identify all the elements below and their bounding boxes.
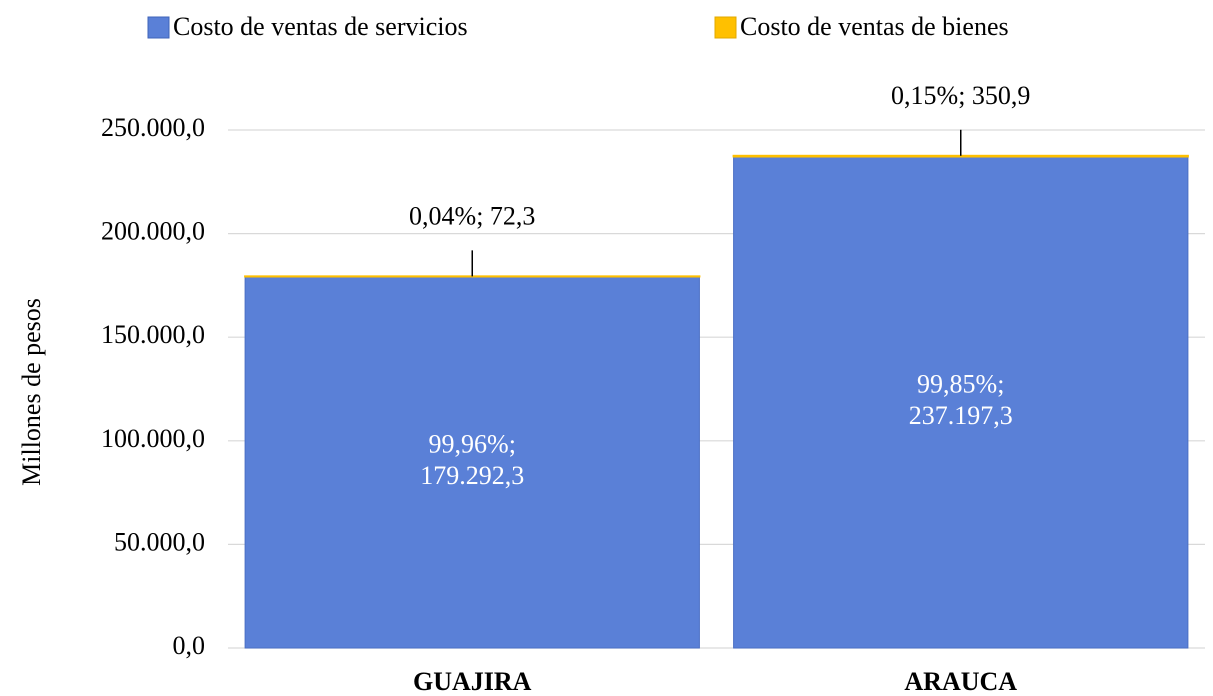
y-tick-label: 150.000,0 xyxy=(101,320,205,349)
bar-segment xyxy=(732,154,1189,158)
legend-swatch xyxy=(714,16,737,39)
y-tick-label: 250.000,0 xyxy=(101,113,205,142)
data-label: 99,96%; 179.292,3 xyxy=(420,430,524,490)
data-label: 0,04%; 72,3 xyxy=(409,201,535,230)
data-label: 99,85%; 237.197,3 xyxy=(909,370,1013,430)
y-tick-label: 0,0 xyxy=(173,631,206,660)
legend-swatch xyxy=(147,16,170,39)
bar-segment xyxy=(733,156,1189,649)
y-tick-label: 200.000,0 xyxy=(101,217,205,246)
bar-segment xyxy=(244,276,700,649)
legend-label: Costo de ventas de servicios xyxy=(173,12,468,41)
y-axis-label: Millones de pesos xyxy=(17,298,46,486)
data-label: 0,15%; 350,9 xyxy=(891,81,1030,110)
y-tick-label: 50.000,0 xyxy=(114,527,205,556)
legend-label: Costo de ventas de bienes xyxy=(740,12,1009,41)
x-tick-label: ARAUCA xyxy=(904,667,1017,696)
y-tick-label: 100.000,0 xyxy=(101,424,205,453)
x-tick-label: GUAJIRA xyxy=(413,667,532,696)
